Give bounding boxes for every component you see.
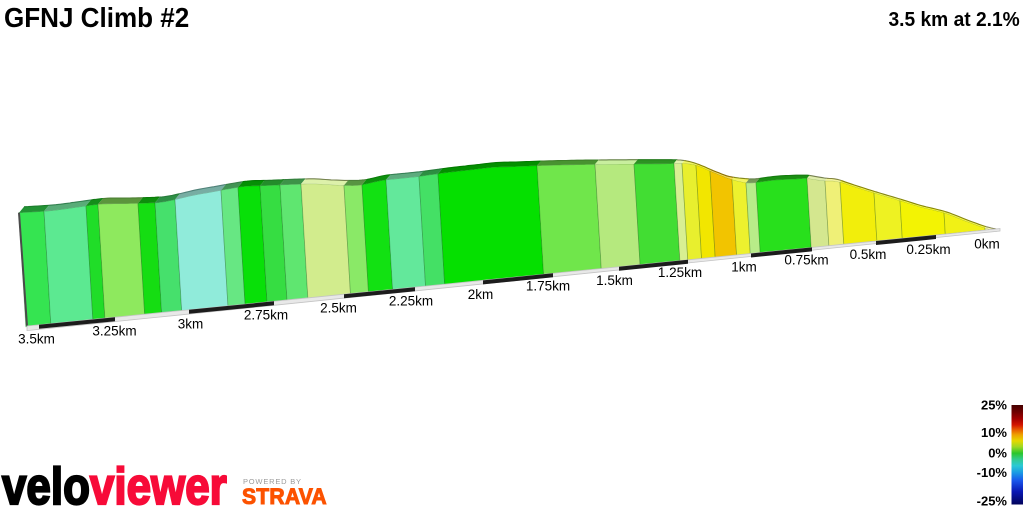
- svg-text:2.75km: 2.75km: [244, 308, 288, 323]
- svg-text:0.75km: 0.75km: [784, 253, 828, 268]
- svg-text:0km: 0km: [974, 237, 1000, 252]
- svg-text:0.5km: 0.5km: [850, 247, 887, 262]
- svg-text:3.25km: 3.25km: [92, 324, 136, 339]
- svg-text:10%: 10%: [981, 425, 1007, 440]
- svg-text:1km: 1km: [731, 260, 757, 275]
- svg-text:3.5km: 3.5km: [18, 332, 55, 347]
- svg-text:2km: 2km: [468, 287, 494, 302]
- svg-text:2.5km: 2.5km: [320, 301, 357, 316]
- svg-text:-25%: -25%: [977, 494, 1008, 509]
- svg-text:25%: 25%: [981, 398, 1007, 413]
- svg-text:1.5km: 1.5km: [596, 273, 633, 288]
- svg-text:0%: 0%: [988, 446, 1007, 461]
- svg-text:1.75km: 1.75km: [526, 279, 570, 294]
- svg-text:3km: 3km: [178, 317, 204, 332]
- svg-text:2.25km: 2.25km: [389, 294, 433, 309]
- svg-text:0.25km: 0.25km: [906, 242, 950, 257]
- svg-text:1.25km: 1.25km: [658, 265, 702, 280]
- svg-text:-10%: -10%: [977, 465, 1008, 480]
